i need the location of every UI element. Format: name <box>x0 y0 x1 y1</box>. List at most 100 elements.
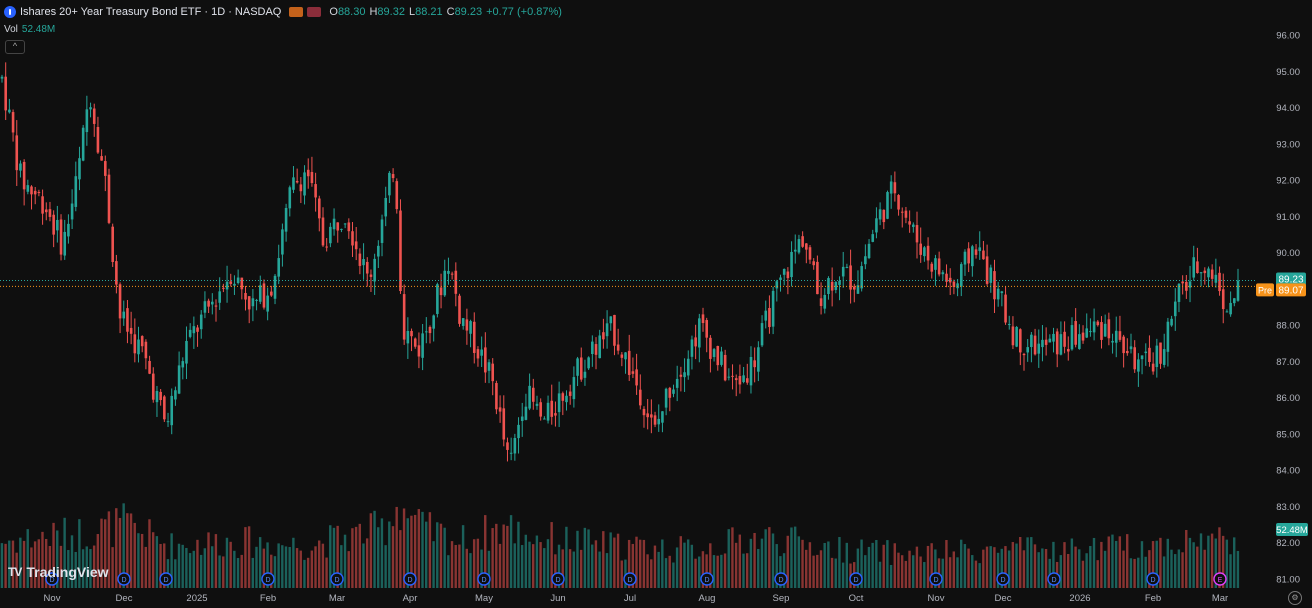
candle-body <box>971 246 974 267</box>
dividend-marker-icon[interactable]: D <box>623 572 637 586</box>
x-tick-label: Dec <box>116 593 133 604</box>
candle-body <box>436 284 439 314</box>
candle-body <box>104 161 107 176</box>
collapse-icon[interactable]: ^ <box>5 40 25 54</box>
volume-bar <box>926 545 930 588</box>
volume-bar <box>67 550 70 588</box>
flag-icon[interactable] <box>289 7 304 17</box>
candle-body <box>627 350 631 375</box>
candle-body <box>177 365 181 394</box>
dividend-marker-icon[interactable]: D <box>159 572 173 586</box>
flag-icon[interactable] <box>307 7 322 17</box>
candle-body <box>889 181 893 194</box>
volume-bar <box>531 544 535 588</box>
volume-bar <box>631 543 635 588</box>
volume-bar <box>506 525 509 588</box>
volume-bar <box>760 538 764 588</box>
dividend-marker-icon[interactable]: D <box>700 572 714 586</box>
candle-body <box>757 347 760 372</box>
candle-body <box>4 76 7 111</box>
dividend-marker-icon[interactable]: D <box>477 572 491 586</box>
candle-body <box>1026 347 1029 353</box>
volume-bar <box>653 545 657 588</box>
volume-bar <box>520 545 524 588</box>
volume-bar <box>513 543 516 588</box>
candle-body <box>1236 280 1240 301</box>
svg-text:D: D <box>334 577 339 584</box>
dividend-marker-icon[interactable]: D <box>849 572 863 586</box>
candle-body <box>1203 270 1207 274</box>
dividend-marker-icon[interactable]: D <box>551 572 565 586</box>
volume-bar <box>524 534 528 588</box>
svg-text:D: D <box>163 577 168 584</box>
candle-body <box>683 372 686 378</box>
volume-bar <box>340 545 343 588</box>
high-value: 89.32 <box>377 6 405 18</box>
low-value: 88.21 <box>415 6 443 18</box>
y-tick-label: 94.00 <box>1276 103 1300 114</box>
volume-bar <box>1218 527 1221 588</box>
volume-bar <box>443 527 446 588</box>
volume-bar <box>985 546 989 588</box>
volume-bar <box>495 523 498 588</box>
volume-bar <box>738 534 742 588</box>
dividend-marker-icon[interactable]: D <box>996 572 1010 586</box>
volume-legend[interactable]: Vol 52.48M <box>4 24 55 35</box>
dividend-marker-icon[interactable]: D <box>403 572 417 586</box>
dividend-marker-icon[interactable]: D <box>1146 572 1160 586</box>
volume-bar <box>56 530 59 588</box>
candle-body <box>620 354 624 358</box>
dividend-marker-icon[interactable]: D <box>330 572 344 586</box>
candle-body <box>236 277 240 284</box>
dividend-marker-icon[interactable]: D <box>45 572 59 586</box>
candle-body <box>912 224 915 227</box>
volume-bar <box>1037 552 1040 588</box>
dividend-marker-icon[interactable]: D <box>774 572 788 586</box>
candle-body <box>1140 355 1144 360</box>
volume-bar <box>118 517 122 588</box>
dividend-marker-icon[interactable]: D <box>117 572 131 586</box>
volume-bar <box>174 559 177 588</box>
volume-bar <box>572 551 575 588</box>
volume-tag <box>1276 523 1308 536</box>
y-tick-label: 91.00 <box>1276 212 1300 223</box>
candle-body <box>543 418 546 420</box>
candle-body <box>258 285 262 302</box>
dividend-marker-icon[interactable]: D <box>261 572 275 586</box>
candle-body <box>930 263 934 272</box>
earnings-marker-icon[interactable]: E <box>1213 572 1227 586</box>
candle-body <box>377 245 380 257</box>
candle-body <box>439 287 443 296</box>
volume-bar <box>177 543 181 588</box>
volume-bar <box>528 541 531 588</box>
candle-body <box>996 288 1000 300</box>
close-label: C <box>446 6 455 18</box>
volume-bar <box>240 554 243 588</box>
tradingview-logo[interactable]: TV TradingView <box>8 564 109 580</box>
dividend-marker-icon[interactable]: D <box>1047 572 1061 586</box>
volume-bar <box>85 546 88 588</box>
candle-body <box>679 374 683 377</box>
candle-body <box>742 375 745 383</box>
info-icon[interactable] <box>4 6 16 18</box>
volume-bar <box>480 549 483 588</box>
volume-bar <box>262 548 266 588</box>
candle-body <box>1063 331 1066 347</box>
candle-body <box>1155 345 1159 368</box>
volume-bar <box>801 539 804 588</box>
volume-bar <box>565 526 568 588</box>
dividend-marker-icon[interactable]: D <box>929 572 943 586</box>
candle-body <box>148 360 151 374</box>
svg-text:D: D <box>265 577 270 584</box>
candle-body <box>399 210 402 292</box>
volume-bar <box>362 543 365 588</box>
candle-body <box>764 310 768 321</box>
candle-body <box>1085 328 1089 338</box>
settings-icon[interactable]: ⚙ <box>1288 591 1302 605</box>
candle-body <box>1044 339 1048 345</box>
candle-body <box>539 402 542 417</box>
symbol-title[interactable]: Ishares 20+ Year Treasury Bond ETF · 1D … <box>20 6 282 18</box>
candle-body <box>469 321 472 334</box>
candle-body <box>428 326 432 334</box>
